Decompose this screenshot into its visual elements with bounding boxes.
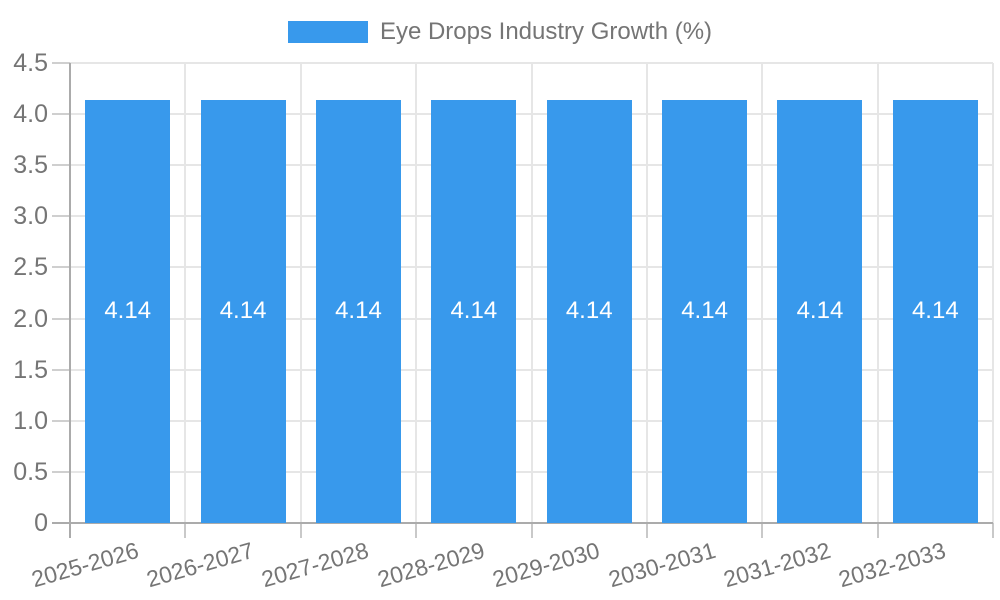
y-axis-tick-label: 2.0: [13, 304, 48, 333]
x-gridline: [530, 63, 533, 523]
x-gridline: [645, 63, 648, 523]
y-axis-tick: [52, 113, 70, 116]
x-axis-tick: [645, 523, 648, 538]
y-axis-tick-label: 3.0: [13, 202, 48, 231]
x-gridline: [184, 63, 187, 523]
y-axis-tick-label: 0.5: [13, 457, 48, 486]
x-axis-tick: [761, 523, 764, 538]
x-axis-tick: [530, 523, 533, 538]
y-axis-tick: [52, 470, 70, 473]
x-axis-tick: [415, 523, 418, 538]
y-axis-tick-label: 3.5: [13, 151, 48, 180]
y-axis-line: [69, 63, 71, 538]
bar[interactable]: [200, 99, 286, 523]
bar-value-label: 4.14: [565, 297, 613, 325]
bar[interactable]: [662, 99, 748, 523]
x-axis-line: [52, 522, 993, 524]
x-axis-tick: [184, 523, 187, 538]
x-gridline: [876, 63, 879, 523]
bar-value-label: 4.14: [681, 297, 728, 325]
bar-value-label: 4.14: [450, 297, 498, 325]
bar[interactable]: [85, 99, 171, 523]
bar-value-label: 4.14: [219, 297, 267, 325]
x-axis-tick: [992, 523, 994, 538]
bar-value-label: 4.14: [104, 297, 152, 325]
bar[interactable]: [315, 99, 401, 523]
legend[interactable]: Eye Drops Industry Growth (%): [0, 18, 1000, 46]
bar-value-label: 4.14: [911, 297, 959, 325]
x-gridline: [299, 63, 302, 523]
y-axis-tick-label: 1.0: [13, 406, 48, 435]
legend-label: Eye Drops Industry Growth (%): [379, 18, 713, 45]
bar-value-label: 4.14: [335, 297, 382, 325]
y-axis-tick: [52, 266, 70, 269]
x-gridline: [415, 63, 418, 523]
y-axis-tick: [52, 419, 70, 422]
y-axis-tick: [52, 164, 70, 167]
bar[interactable]: [546, 99, 632, 523]
x-axis-tick: [299, 523, 302, 538]
y-axis-tick: [52, 317, 70, 320]
bar[interactable]: [892, 99, 978, 523]
x-gridline: [761, 63, 764, 523]
y-axis-tick-label: 1.5: [13, 355, 48, 384]
bar[interactable]: [777, 99, 863, 523]
y-axis-tick: [52, 368, 70, 371]
x-axis-tick: [876, 523, 879, 538]
bar-value-label: 4.14: [796, 297, 844, 325]
x-gridline: [992, 63, 994, 523]
y-axis-tick: [52, 62, 70, 64]
y-axis-tick-label: 4.0: [13, 100, 48, 129]
y-axis-tick: [52, 215, 70, 218]
y-axis-tick-label: 0: [34, 509, 48, 537]
legend-swatch-icon: [287, 21, 368, 43]
y-axis-tick-label: 2.5: [13, 253, 48, 282]
y-axis-tick-label: 4.5: [13, 49, 48, 77]
bar[interactable]: [431, 99, 517, 523]
